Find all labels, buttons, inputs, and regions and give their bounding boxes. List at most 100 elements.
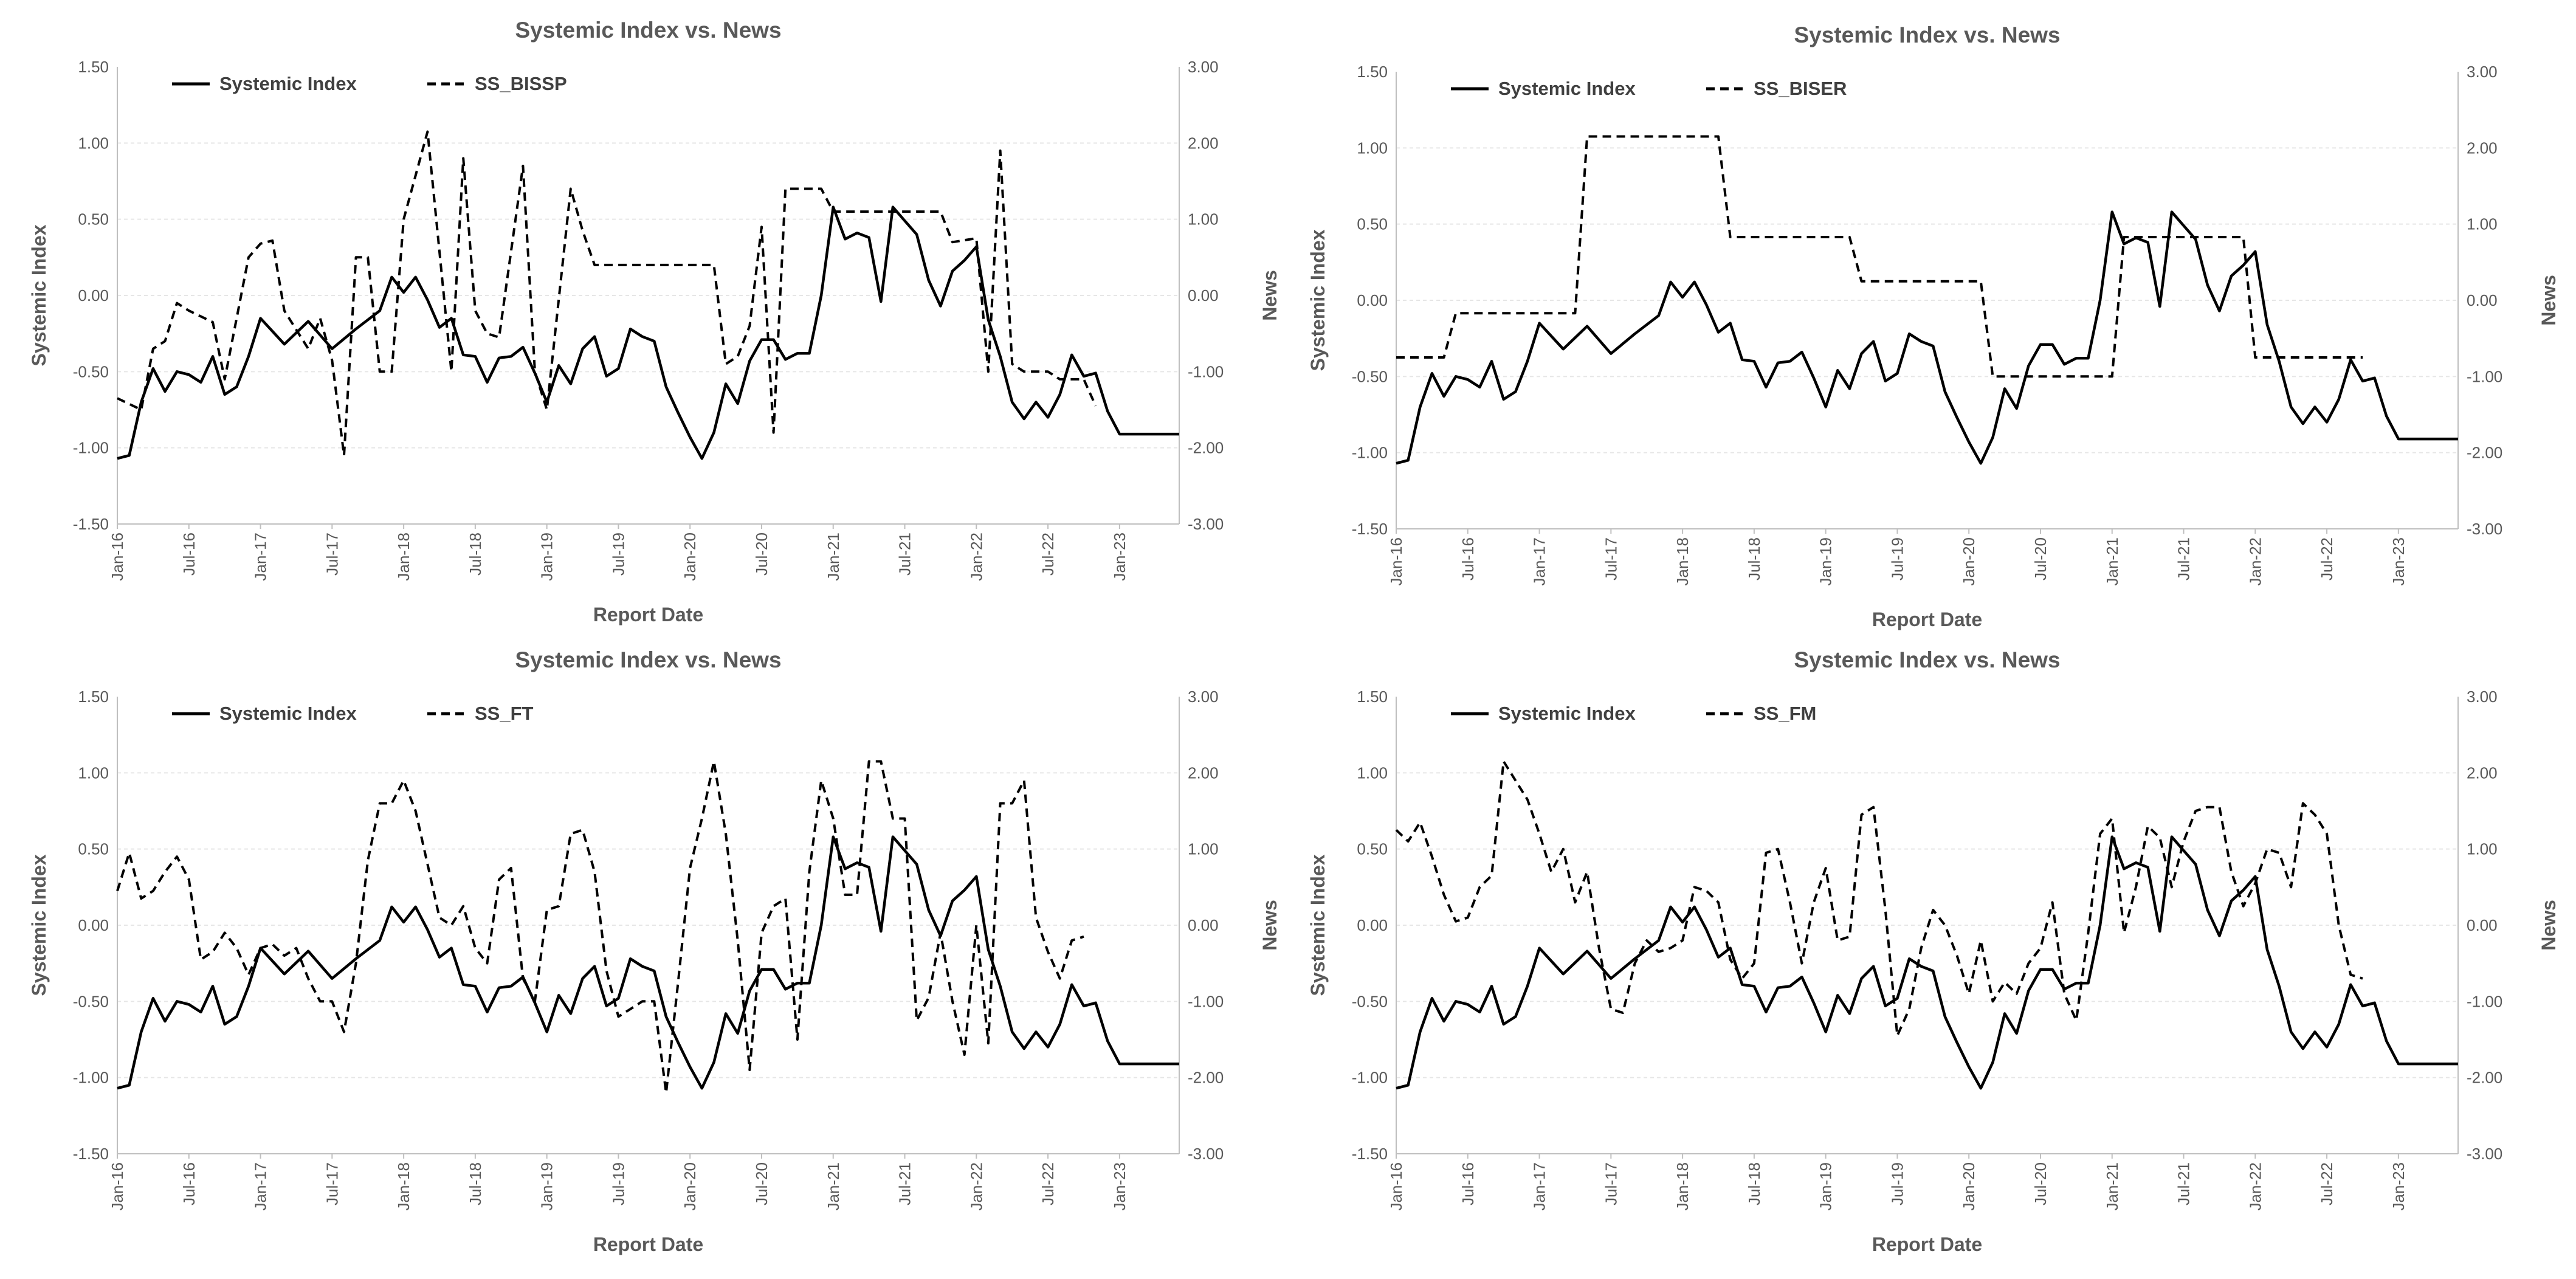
x-tick-label: Jan-21 — [824, 533, 842, 581]
y2-tick-label: -1.00 — [2467, 367, 2502, 385]
x-tick-label: Jan-22 — [2246, 1162, 2264, 1211]
x-tick-label: Jul-17 — [1602, 1162, 1620, 1205]
y-axis-title: Systemic Index — [28, 224, 50, 366]
y2-tick-label: 3.00 — [2467, 688, 2498, 706]
y-tick-label: -1.50 — [1352, 1145, 1388, 1163]
chart-title: Systemic Index vs. News — [515, 647, 781, 672]
y-tick-label: -1.50 — [73, 1145, 109, 1163]
y2-tick-label: 3.00 — [1188, 58, 1219, 76]
y-tick-label: -1.50 — [1352, 520, 1388, 538]
y2-tick-label: 1.00 — [2467, 840, 2498, 858]
x-tick-label: Jul-21 — [896, 1162, 914, 1205]
y2-tick-label: -3.00 — [2467, 1145, 2502, 1163]
x-tick-label: Jan-22 — [2246, 537, 2264, 586]
y2-tick-label: 2.00 — [2467, 764, 2498, 782]
y2-tick-label: -2.00 — [2467, 444, 2502, 462]
x-tick-label: Jan-21 — [2103, 537, 2121, 586]
x-tick-label: Jan-16 — [1387, 1162, 1405, 1211]
x-tick-label: Jul-19 — [609, 1162, 627, 1205]
x-tick-label: Jan-20 — [681, 1162, 699, 1211]
x-tick-label: Jan-23 — [2389, 1162, 2408, 1211]
x-tick-label: Jan-22 — [967, 1162, 985, 1211]
y-tick-label: 0.50 — [78, 210, 109, 229]
x-tick-label: Jul-16 — [1459, 537, 1477, 581]
x-tick-label: Jan-18 — [394, 1162, 413, 1211]
x-tick-label: Jan-20 — [681, 533, 699, 581]
legend-label: Systemic Index — [1498, 703, 1636, 724]
x-tick-label: Jul-22 — [1039, 1162, 1057, 1205]
legend-label: Systemic Index — [219, 73, 357, 94]
y-tick-label: 1.50 — [78, 688, 109, 706]
x-tick-label: Jul-19 — [609, 533, 627, 576]
chart-title: Systemic Index vs. News — [1794, 22, 2060, 47]
x-tick-label: Jan-23 — [2389, 537, 2408, 586]
x-tick-label: Jul-21 — [2175, 537, 2193, 581]
x-axis-title: Report Date — [1872, 608, 1982, 630]
y-tick-label: -1.00 — [73, 1069, 109, 1087]
x-tick-label: Jul-17 — [1602, 537, 1620, 581]
x-tick-label: Jan-19 — [538, 533, 556, 581]
x-tick-label: Jul-20 — [2031, 1162, 2050, 1205]
y-tick-label: 1.00 — [1357, 139, 1388, 157]
y-tick-label: 1.50 — [1357, 63, 1388, 81]
x-tick-label: Jul-17 — [323, 1162, 341, 1205]
x-tick-label: Jul-16 — [1459, 1162, 1477, 1205]
y2-tick-label: 0.00 — [1188, 916, 1219, 934]
legend-label: Systemic Index — [1498, 78, 1636, 99]
y2-tick-label: -2.00 — [1188, 439, 1224, 457]
y-tick-label: -0.50 — [73, 362, 109, 381]
x-tick-label: Jul-22 — [2318, 1162, 2336, 1205]
x-tick-label: Jul-18 — [466, 533, 484, 576]
chart-panel-3: Systemic Index vs. News 1.50 3.00 1.00 2.00 0… — [28, 647, 1281, 1255]
y2-tick-label: 0.00 — [2467, 916, 2498, 934]
y2-tick-label: 2.00 — [1188, 764, 1219, 782]
y-tick-label: -1.50 — [73, 515, 109, 533]
y-axis-title: Systemic Index — [1307, 854, 1329, 996]
y-tick-label: 0.00 — [78, 916, 109, 934]
y2-tick-label: -3.00 — [1188, 1145, 1224, 1163]
y-tick-label: -1.00 — [73, 439, 109, 457]
y2-tick-label: -1.00 — [1188, 362, 1224, 381]
x-tick-label: Jul-18 — [466, 1162, 484, 1205]
y-tick-label: 1.00 — [78, 134, 109, 152]
y2-axis-title: News — [1259, 900, 1281, 951]
y-tick-label: 0.50 — [1357, 840, 1388, 858]
series-line-systemic-index — [1396, 835, 2458, 1090]
legend-label: SS_FM — [1754, 703, 1816, 724]
y-tick-label: 0.00 — [1357, 291, 1388, 309]
x-tick-label: Jul-22 — [1039, 533, 1057, 576]
x-axis-title: Report Date — [1872, 1233, 1982, 1255]
y-tick-label: 1.50 — [78, 58, 109, 76]
y-tick-label: 1.00 — [1357, 764, 1388, 782]
x-axis-title: Report Date — [593, 1233, 703, 1255]
legend-label: SS_FT — [475, 703, 534, 724]
y-axis-title: Systemic Index — [1307, 229, 1329, 371]
x-tick-label: Jan-18 — [1673, 1162, 1692, 1211]
y-tick-label: 0.50 — [1357, 215, 1388, 233]
x-tick-label: Jan-16 — [1387, 537, 1405, 586]
x-tick-label: Jan-17 — [1531, 537, 1549, 586]
x-tick-label: Jul-20 — [752, 533, 771, 576]
y2-tick-label: -2.00 — [2467, 1069, 2502, 1087]
series-line-systemic-index — [1396, 210, 2458, 465]
chart-panel-4: Systemic Index vs. News 1.50 3.00 1.00 2.00 0… — [1307, 647, 2560, 1255]
series-line-ss-biser — [1396, 135, 2363, 378]
x-tick-label: Jul-22 — [2318, 537, 2336, 581]
chart-title: Systemic Index vs. News — [515, 18, 781, 43]
y2-tick-label: 3.00 — [1188, 688, 1219, 706]
y-tick-label: -0.50 — [1352, 992, 1388, 1010]
x-tick-label: Jan-22 — [967, 533, 985, 581]
y2-tick-label: -1.00 — [2467, 992, 2502, 1010]
x-tick-label: Jul-17 — [323, 533, 341, 576]
chart-panel-2: Systemic Index vs. News 1.50 3.00 1.00 2.00 0… — [1307, 22, 2560, 630]
series-line-ss-fm — [1395, 760, 2363, 1037]
x-tick-label: Jul-16 — [180, 1162, 198, 1205]
y-tick-label: 0.00 — [78, 286, 109, 305]
x-tick-label: Jul-21 — [896, 533, 914, 576]
y2-tick-label: 0.00 — [1188, 286, 1219, 305]
y2-tick-label: -1.00 — [1188, 992, 1224, 1010]
legend-label: SS_BISER — [1754, 78, 1847, 99]
chart-title: Systemic Index vs. News — [1794, 647, 2060, 672]
